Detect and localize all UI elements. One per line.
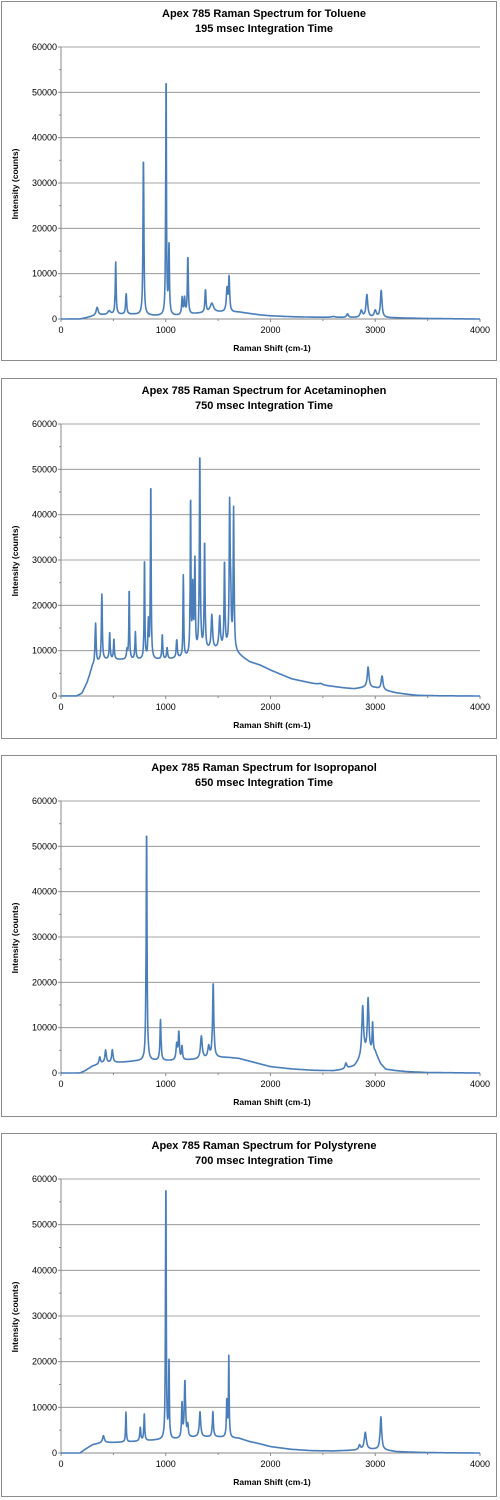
- chart-polystyrene: Apex 785 Raman Spectrum for Polystyrene …: [10, 1140, 490, 1487]
- y-tick-label: 30000: [32, 932, 57, 942]
- x-tick-label: 4000: [470, 702, 490, 712]
- chart-isopropanol: Apex 785 Raman Spectrum for Isopropanol …: [10, 762, 490, 1107]
- y-tick-label: 0: [52, 691, 57, 701]
- x-axis-label: Raman Shift (cm-1): [233, 1477, 311, 1487]
- y-tick-label: 0: [52, 314, 57, 324]
- chart-acetaminophen: Apex 785 Raman Spectrum for Acetaminophe…: [10, 385, 490, 730]
- y-tick-label: 60000: [32, 419, 57, 429]
- y-tick-label: 60000: [32, 42, 57, 52]
- x-tick-label: 0: [58, 1079, 63, 1089]
- chart-panel-polystyrene: Apex 785 Raman Spectrum for Polystyrene …: [1, 1133, 497, 1497]
- spectrum-line: [60, 82, 481, 320]
- x-tick-label: 1000: [156, 325, 176, 335]
- chart-title: Apex 785 Raman Spectrum for Acetaminophe…: [142, 385, 387, 397]
- y-tick-label: 30000: [32, 1311, 57, 1321]
- y-tick-label: 50000: [32, 841, 57, 851]
- y-tick-label: 50000: [32, 87, 57, 97]
- y-tick-label: 40000: [32, 1265, 57, 1275]
- spectrum-line: [60, 1190, 481, 1454]
- y-tick-label: 20000: [32, 600, 57, 610]
- chart-subtitle: 650 msec Integration Time: [195, 777, 333, 789]
- y-tick-label: 10000: [32, 269, 57, 279]
- x-tick-label: 4000: [470, 1079, 490, 1089]
- y-tick-label: 40000: [32, 510, 57, 520]
- x-axis-label: Raman Shift (cm-1): [233, 1097, 311, 1107]
- chart-panel-isopropanol: Apex 785 Raman Spectrum for Isopropanol …: [1, 755, 497, 1117]
- y-axis-label: Intensity (counts): [10, 902, 20, 973]
- y-tick-label: 10000: [32, 1402, 57, 1412]
- chart-toluene: Apex 785 Raman Spectrum for Toluene 195 …: [10, 8, 490, 353]
- y-tick-label: 30000: [32, 178, 57, 188]
- x-tick-label: 3000: [365, 702, 385, 712]
- y-tick-label: 40000: [32, 887, 57, 897]
- y-axis-label: Intensity (counts): [10, 1281, 20, 1352]
- x-tick-label: 2000: [260, 325, 280, 335]
- y-tick-label: 0: [52, 1068, 57, 1078]
- y-tick-label: 60000: [32, 1174, 57, 1184]
- chart-title: Apex 785 Raman Spectrum for Polystyrene: [152, 1140, 377, 1152]
- chart-subtitle: 750 msec Integration Time: [195, 400, 333, 412]
- x-tick-label: 2000: [260, 1459, 280, 1469]
- x-tick-label: 2000: [260, 1079, 280, 1089]
- y-tick-label: 40000: [32, 133, 57, 143]
- y-tick-label: 20000: [32, 223, 57, 233]
- x-tick-label: 2000: [260, 702, 280, 712]
- y-tick-label: 0: [52, 1448, 57, 1458]
- x-tick-label: 0: [58, 702, 63, 712]
- y-tick-label: 60000: [32, 796, 57, 806]
- x-tick-label: 3000: [365, 1459, 385, 1469]
- x-tick-label: 0: [58, 325, 63, 335]
- y-axis-label: Intensity (counts): [10, 148, 20, 219]
- y-tick-label: 30000: [32, 555, 57, 565]
- x-tick-label: 3000: [365, 1079, 385, 1089]
- y-tick-label: 20000: [32, 977, 57, 987]
- x-tick-label: 1000: [156, 702, 176, 712]
- chart-panel-acetaminophen: Apex 785 Raman Spectrum for Acetaminophe…: [1, 378, 497, 739]
- y-axis-label: Intensity (counts): [10, 525, 20, 596]
- y-tick-label: 20000: [32, 1357, 57, 1367]
- x-tick-label: 4000: [470, 325, 490, 335]
- chart-subtitle: 195 msec Integration Time: [195, 23, 333, 35]
- x-tick-label: 3000: [365, 325, 385, 335]
- chart-subtitle: 700 msec Integration Time: [195, 1155, 333, 1167]
- x-tick-label: 0: [58, 1459, 63, 1469]
- x-tick-label: 4000: [470, 1459, 490, 1469]
- y-tick-label: 10000: [32, 646, 57, 656]
- spectrum-line: [60, 457, 481, 697]
- x-tick-label: 1000: [156, 1079, 176, 1089]
- y-tick-label: 10000: [32, 1023, 57, 1033]
- chart-panel-toluene: Apex 785 Raman Spectrum for Toluene 195 …: [1, 1, 497, 361]
- chart-title: Apex 785 Raman Spectrum for Toluene: [162, 8, 366, 20]
- spectrum-line: [60, 835, 481, 1074]
- y-tick-label: 50000: [32, 1220, 57, 1230]
- x-axis-label: Raman Shift (cm-1): [233, 343, 311, 353]
- y-tick-label: 50000: [32, 464, 57, 474]
- x-axis-label: Raman Shift (cm-1): [233, 720, 311, 730]
- x-tick-label: 1000: [156, 1459, 176, 1469]
- chart-title: Apex 785 Raman Spectrum for Isopropanol: [151, 762, 377, 774]
